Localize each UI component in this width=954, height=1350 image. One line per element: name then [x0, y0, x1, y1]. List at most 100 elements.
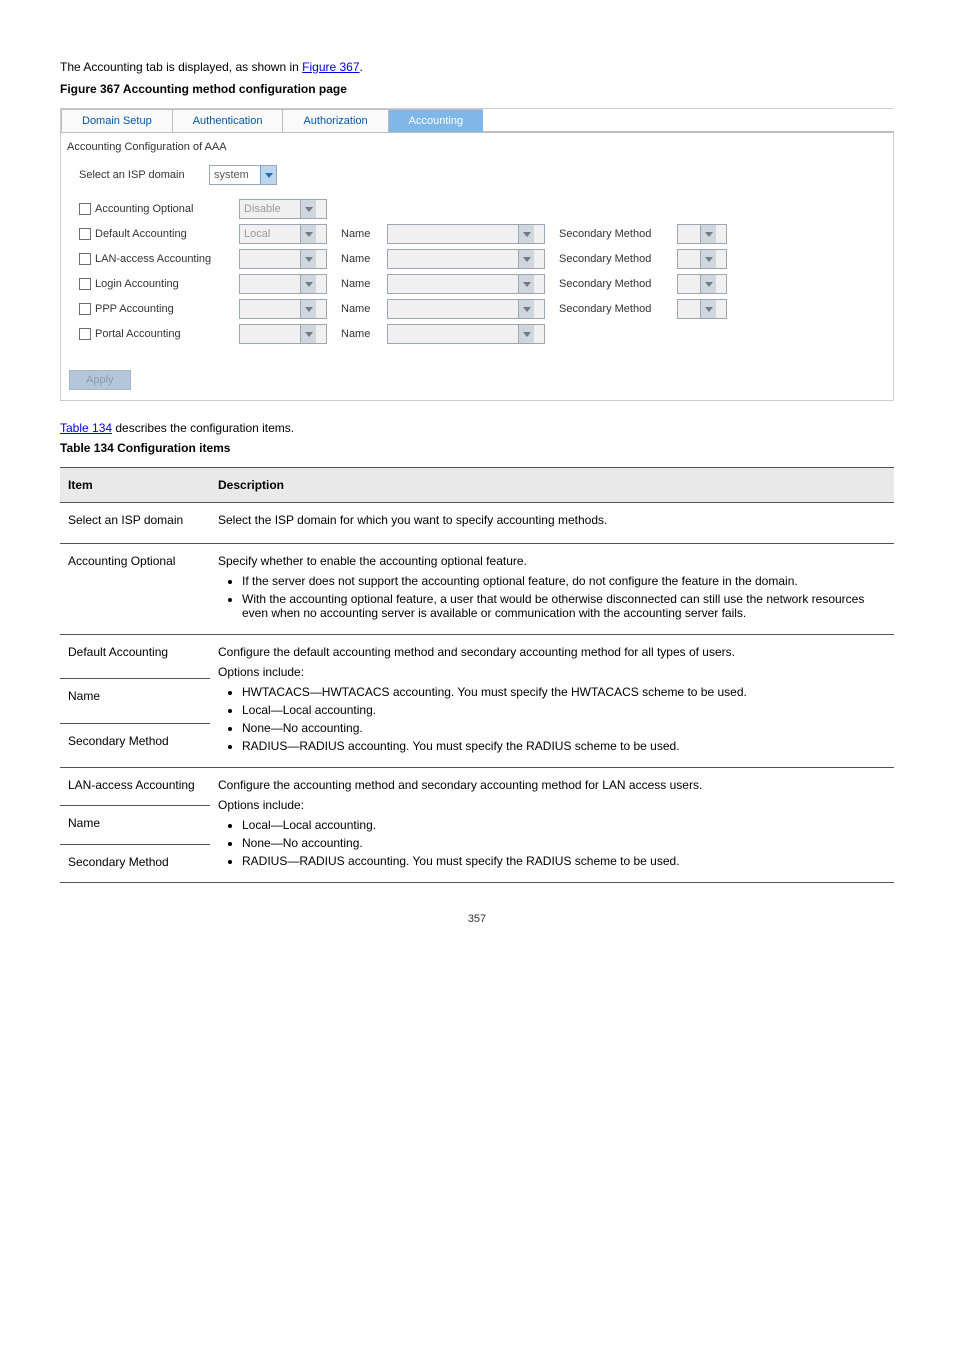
table-row: Accounting Optional Specify whether to e… [60, 544, 894, 635]
login-accounting-row: Login Accounting [79, 278, 239, 290]
configuration-items-table: Item Description Select an ISP domain Se… [60, 467, 894, 883]
desc-cell: Specify whether to enable the accounting… [210, 544, 894, 635]
lan-access-accounting-secondary-select[interactable] [677, 249, 727, 269]
accounting-config-screenshot: Domain Setup Authentication Authorizatio… [60, 108, 894, 401]
accounting-optional-method-cell: Disable [239, 199, 339, 219]
tab-authentication[interactable]: Authentication [172, 109, 284, 132]
portal-accounting-name-select[interactable] [387, 324, 545, 344]
item-cell: Select an ISP domain [60, 503, 210, 544]
name-label: Name [339, 278, 387, 290]
login-accounting-label: Login Accounting [95, 278, 179, 290]
isp-domain-label: Select an ISP domain [79, 169, 209, 181]
chevron-down-icon [300, 225, 316, 243]
page-number: 357 [60, 913, 894, 925]
intro-text-after: . [360, 60, 363, 74]
table-caption: Table 134 Configuration items [60, 441, 894, 455]
chevron-down-icon [518, 250, 534, 268]
default-accounting-method-select[interactable]: Local [239, 224, 327, 244]
login-accounting-secondary-select[interactable] [677, 274, 727, 294]
desc-cell: Configure the default accounting method … [210, 635, 894, 768]
chevron-down-icon [300, 250, 316, 268]
portal-accounting-method-select[interactable] [239, 324, 327, 344]
table-row: LAN-access Accounting Configure the acco… [60, 768, 894, 806]
ppp-accounting-checkbox[interactable] [79, 303, 91, 315]
table-row: Default Accounting Configure the default… [60, 635, 894, 679]
lan-access-accounting-row: LAN-access Accounting [79, 253, 239, 265]
intro-text-before: The Accounting tab is displayed, as show… [60, 60, 302, 74]
chevron-down-icon [300, 275, 316, 293]
tab-domain-setup[interactable]: Domain Setup [61, 109, 173, 132]
accounting-rows: Accounting Optional Disable Default Acco… [79, 199, 875, 344]
login-accounting-checkbox[interactable] [79, 278, 91, 290]
ppp-accounting-label: PPP Accounting [95, 303, 174, 315]
lan-access-accounting-name-select[interactable] [387, 249, 545, 269]
isp-domain-row: Select an ISP domain system [79, 165, 875, 185]
portal-accounting-checkbox[interactable] [79, 328, 91, 340]
accounting-optional-row: Accounting Optional [79, 203, 239, 215]
chevron-down-icon [518, 225, 534, 243]
login-accounting-name-select[interactable] [387, 274, 545, 294]
chevron-down-icon [700, 275, 716, 293]
desc-cell: Configure the accounting method and seco… [210, 768, 894, 883]
portal-accounting-row: Portal Accounting [79, 328, 239, 340]
isp-domain-value: system [210, 169, 260, 181]
figure-intro: The Accounting tab is displayed, as show… [60, 60, 894, 74]
chevron-down-icon [300, 200, 316, 218]
chevron-down-icon [700, 225, 716, 243]
apply-button[interactable]: Apply [69, 370, 131, 390]
tab-spacer [483, 109, 894, 132]
table-link[interactable]: Table 134 [60, 421, 112, 435]
table-row: Select an ISP domain Select the ISP doma… [60, 503, 894, 544]
figure-link[interactable]: Figure 367 [302, 60, 359, 74]
accounting-optional-label: Accounting Optional [95, 203, 193, 215]
item-cell: Name [60, 679, 210, 723]
default-accounting-method-value: Local [240, 228, 300, 240]
name-label: Name [339, 253, 387, 265]
default-accounting-secondary-select[interactable] [677, 224, 727, 244]
chevron-down-icon [300, 300, 316, 318]
section-title: Accounting Configuration of AAA [61, 133, 893, 153]
lan-access-accounting-checkbox[interactable] [79, 253, 91, 265]
desc-cell: Select the ISP domain for which you want… [210, 503, 894, 544]
item-cell: Secondary Method [60, 844, 210, 882]
tab-bar: Domain Setup Authentication Authorizatio… [61, 109, 893, 133]
ppp-accounting-row: PPP Accounting [79, 303, 239, 315]
default-accounting-label: Default Accounting [95, 228, 187, 240]
accounting-optional-checkbox[interactable] [79, 203, 91, 215]
item-cell: Accounting Optional [60, 544, 210, 635]
login-accounting-method-select[interactable] [239, 274, 327, 294]
secondary-label: Secondary Method [557, 278, 677, 290]
chevron-down-icon [300, 325, 316, 343]
name-label: Name [339, 328, 387, 340]
item-cell: Secondary Method [60, 723, 210, 767]
accounting-optional-method-select[interactable]: Disable [239, 199, 327, 219]
table-header-item: Item [60, 468, 210, 503]
ppp-accounting-name-select[interactable] [387, 299, 545, 319]
tab-accounting[interactable]: Accounting [388, 109, 484, 132]
ppp-accounting-method-select[interactable] [239, 299, 327, 319]
form-area: Select an ISP domain system Accounting O… [61, 153, 893, 360]
lan-access-accounting-method-select[interactable] [239, 249, 327, 269]
chevron-down-icon [260, 166, 276, 184]
table-reference: Table 134 describes the configuration it… [60, 421, 894, 435]
chevron-down-icon [700, 250, 716, 268]
apply-row: Apply [61, 360, 893, 400]
secondary-label: Secondary Method [557, 303, 677, 315]
default-accounting-row: Default Accounting [79, 228, 239, 240]
ppp-accounting-secondary-select[interactable] [677, 299, 727, 319]
secondary-label: Secondary Method [557, 228, 677, 240]
accounting-optional-method-value: Disable [240, 203, 300, 215]
lan-access-accounting-label: LAN-access Accounting [95, 253, 211, 265]
chevron-down-icon [518, 325, 534, 343]
table-ref-after: describes the configuration items. [112, 421, 294, 435]
secondary-label: Secondary Method [557, 253, 677, 265]
portal-accounting-label: Portal Accounting [95, 328, 181, 340]
tab-authorization[interactable]: Authorization [282, 109, 388, 132]
figure-caption: Figure 367 Accounting method configurati… [60, 82, 894, 96]
default-accounting-checkbox[interactable] [79, 228, 91, 240]
table-header-description: Description [210, 468, 894, 503]
name-label: Name [339, 303, 387, 315]
default-accounting-name-select[interactable] [387, 224, 545, 244]
isp-domain-select[interactable]: system [209, 165, 277, 185]
item-cell: Name [60, 806, 210, 844]
